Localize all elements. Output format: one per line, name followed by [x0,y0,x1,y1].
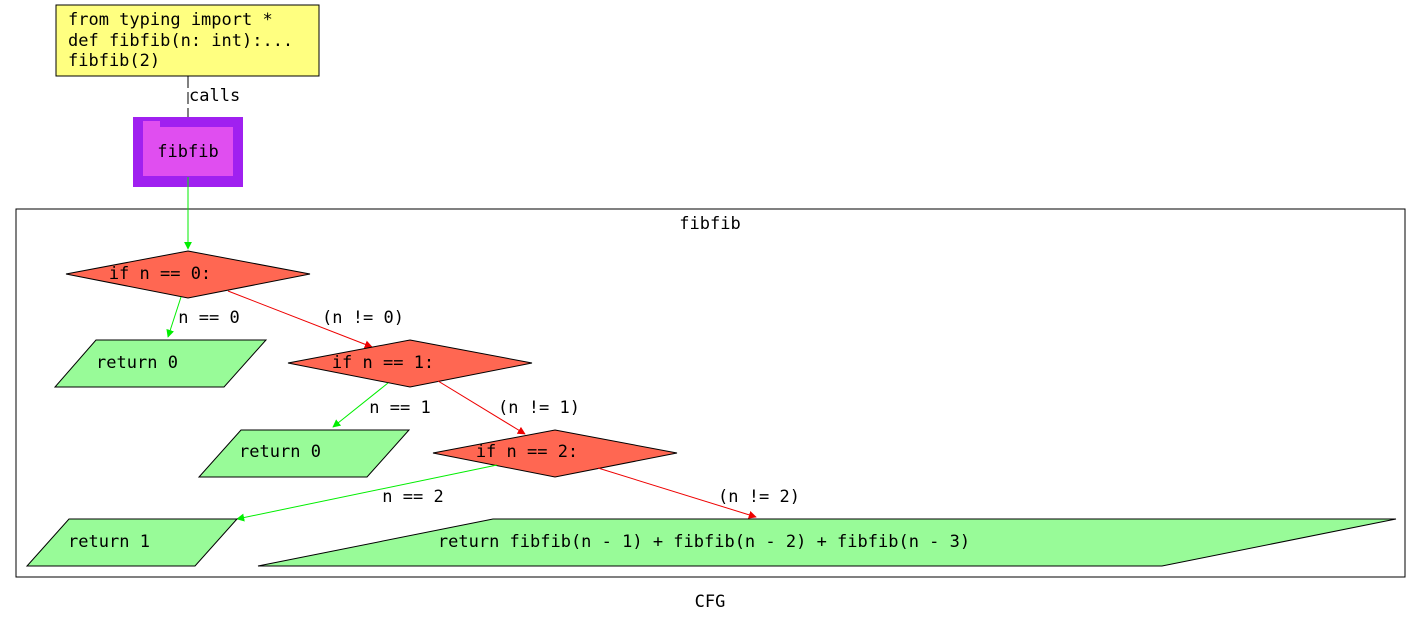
return-node-recursive: return fibfib(n - 1) + fibfib(n - 2) + f… [257,518,1397,567]
cluster-fibfib: fibfib [15,208,1406,578]
code-line-1: from typing import * [68,10,273,30]
return-node-0-b: return 0 [197,429,411,478]
edge-n-ne-1 [437,380,526,435]
edge-label-n-eq-0: n == 0 [178,308,239,328]
return-label-1: return 1 [68,532,150,552]
cluster-title: fibfib [679,214,740,234]
code-box: from typing import * def fibfib(n: int):… [55,4,320,77]
edge-label-n-ne-0: (n != 0) [322,308,404,328]
edge-n-eq-2 [236,464,498,522]
decision-node-if-n-eq-0: if n == 0: [65,250,311,299]
edge-label-n-ne-2: (n != 2) [718,487,800,507]
calls-edge-label: calls [189,86,240,106]
code-line-3: fibfib(2) [68,51,160,71]
return-label-0-b: return 0 [239,442,321,462]
edge-n-ne-0 [227,290,373,349]
edge-label-n-eq-2: n == 2 [382,487,443,507]
decision-label-if2: if n == 2: [476,442,578,462]
graph-label: CFG [695,592,726,612]
code-line-2: def fibfib(n: int):... [68,31,293,51]
decision-node-if-n-eq-1: if n == 1: [287,339,533,388]
decision-node-if-n-eq-2: if n == 2: [432,429,678,478]
function-node-fibfib: fibfib [133,117,243,187]
edge-label-n-eq-1: n == 1 [369,398,430,418]
edge-n-eq-1 [332,382,389,428]
edge-n-ne-2 [597,467,757,519]
function-node-label: fibfib [157,142,218,162]
decision-label-if1: if n == 1: [332,353,434,373]
decision-label-if0: if n == 0: [109,264,211,284]
edge-label-n-ne-1: (n != 1) [498,398,580,418]
return-label-recursive: return fibfib(n - 1) + fibfib(n - 2) + f… [438,532,970,552]
return-node-0-a: return 0 [53,339,268,388]
edge-n-eq-0 [166,296,182,338]
return-label-0-a: return 0 [96,353,178,373]
return-node-1: return 1 [25,518,239,567]
